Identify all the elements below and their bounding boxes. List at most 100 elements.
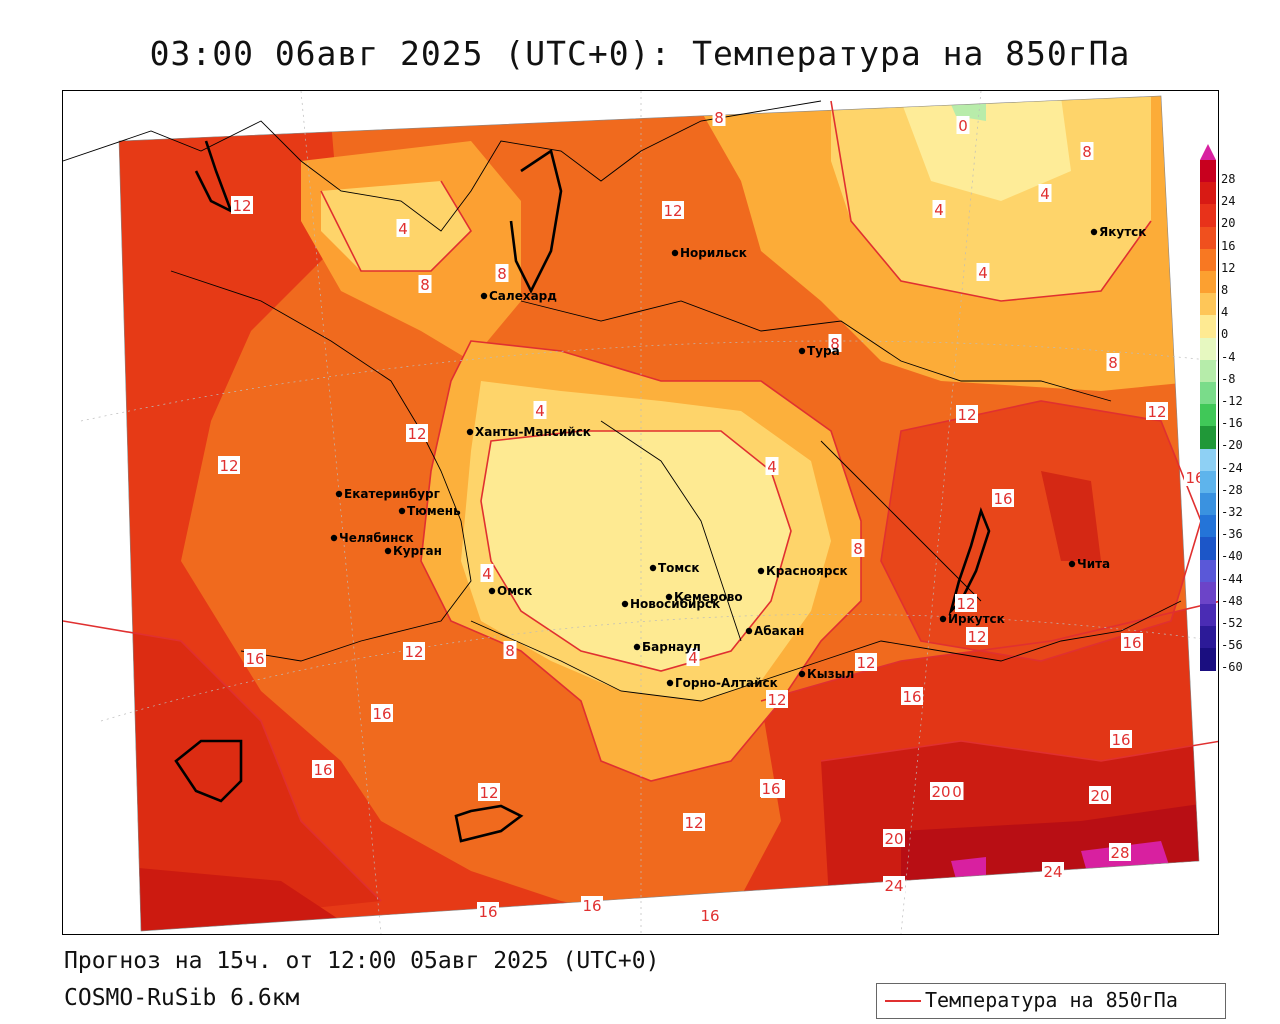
contour-label: 0	[952, 783, 962, 801]
contour-label: 16	[478, 903, 497, 921]
city-label: Салехард	[489, 289, 557, 303]
contour-label: 12	[767, 691, 786, 709]
city-dot	[1068, 560, 1076, 568]
colorbar-swatch	[1200, 382, 1216, 405]
contour-label-bg	[766, 690, 788, 708]
contour-label: 12	[404, 643, 423, 661]
contour-label: 20	[1090, 787, 1109, 805]
contour-label-bg	[976, 263, 990, 281]
contour-label-bg	[855, 653, 877, 671]
contour-label-bg	[760, 779, 782, 797]
colorbar-swatch	[1200, 337, 1216, 361]
city-label: Курган	[393, 544, 442, 558]
contour-label: 0	[958, 117, 968, 135]
city-label: Омск	[497, 584, 532, 598]
contour-label-bg	[686, 648, 700, 666]
contour-label-bg	[231, 196, 253, 214]
contour-label: 16	[993, 490, 1012, 508]
colorbar-tick-label: -36	[1221, 527, 1243, 542]
colorbar-tick-label: -48	[1221, 593, 1243, 608]
colorbar-swatch	[1200, 248, 1216, 272]
city-label: Красноярск	[766, 564, 848, 578]
city-dot	[666, 679, 674, 687]
contour-label-bg	[477, 902, 499, 920]
city-dot	[633, 643, 641, 651]
city-label: Кемерово	[674, 590, 743, 604]
contour-label: 16	[902, 688, 921, 706]
contour-label: 4	[535, 402, 545, 420]
contour-label-bg	[1042, 862, 1064, 880]
contour-label: 8	[420, 276, 430, 294]
contour-label-bg	[1110, 730, 1132, 748]
contour-label-bg	[403, 642, 425, 660]
contour-label: 4	[978, 264, 988, 282]
city-dot	[745, 627, 753, 635]
colorbar-tick-label: -60	[1221, 660, 1243, 675]
city-label: Кызыл	[807, 667, 854, 681]
city-dot	[649, 564, 657, 572]
colorbar-swatch	[1200, 559, 1216, 583]
colorbar-tick-label: 0	[1221, 327, 1229, 342]
colorbar-tick-label: 16	[1221, 238, 1236, 253]
colorbar-tick-label: -20	[1221, 438, 1243, 453]
contour-label-bg	[495, 264, 509, 282]
contour-label-bg	[883, 829, 905, 847]
contour-label-bg	[992, 489, 1014, 507]
city-dot	[335, 490, 343, 498]
city-label: Тюмень	[407, 504, 461, 518]
contour-label-bg	[932, 200, 946, 218]
city-dot	[671, 249, 679, 257]
city-label: Екатеринбург	[344, 487, 440, 501]
contour-label: 8	[714, 109, 724, 127]
colorbar-tick-label: 28	[1221, 172, 1236, 186]
contour-label-bg	[406, 424, 428, 442]
contour-label: 24	[1043, 863, 1062, 881]
contour-label-bg	[478, 783, 500, 801]
city-label: Ханты-Мансийск	[475, 425, 591, 439]
colorbar-swatch	[1200, 404, 1216, 427]
city-dot	[488, 587, 496, 595]
contour-label: 16	[1122, 634, 1141, 652]
contour-label-bg	[581, 896, 603, 914]
colorbar-swatch	[1200, 604, 1216, 627]
model-line: COSMO-RuSib 6.6км	[64, 985, 300, 1011]
contour-label: 8	[853, 540, 863, 558]
contour-label: 12	[957, 406, 976, 424]
contour-label: 4	[767, 458, 777, 476]
contour-label-bg	[371, 704, 393, 722]
legend: Температура на 850гПа	[876, 983, 1226, 1019]
contour-label: 4	[688, 649, 698, 667]
contour-label-bg	[1121, 633, 1143, 651]
contour-label: 4	[1040, 185, 1050, 203]
city-dot	[939, 615, 947, 623]
contour-label: 16	[761, 780, 780, 798]
colorbar-swatch	[1200, 182, 1216, 205]
contour-label-bg	[699, 906, 721, 924]
contour-label-bg	[503, 641, 517, 659]
map-title: 03:00 06авг 2025 (UTC+0): Температура на…	[149, 34, 1131, 73]
map-frame[interactable]: 8 0 8 12 4 4 4 12 8 8 4 8 8 12 4 12 12 16 4 16 12 8 4 16 12 12 12 1…	[62, 90, 1219, 935]
colorbar-tick-label: -56	[1221, 638, 1243, 653]
city-dot	[330, 534, 338, 542]
colorbar-tick-label: -16	[1221, 416, 1243, 431]
colorbar-tick-label: -8	[1221, 371, 1236, 386]
contour-label: 12	[663, 202, 682, 220]
city-label: Новосибирск	[630, 597, 720, 611]
colorbar-swatch	[1200, 226, 1216, 250]
contour-label-bg	[1109, 843, 1131, 861]
colorbar-swatch	[1200, 470, 1216, 494]
colorbar-tick-label: 20	[1221, 216, 1236, 231]
contour-label-bg	[851, 539, 865, 557]
contour-label: 20	[884, 830, 903, 848]
colorbar-swatch	[1200, 293, 1216, 316]
contour-label-bg	[883, 876, 905, 894]
colorbar-tick-label: -12	[1221, 394, 1243, 408]
contour-label: 16	[313, 761, 332, 779]
contour-label-bg	[828, 334, 842, 352]
contour-label-bg	[312, 760, 334, 778]
contour-label-bg	[901, 687, 923, 705]
contour-label: 12	[219, 457, 238, 475]
city-dot	[621, 600, 629, 608]
forecast-line: Прогноз на 15ч. от 12:00 05авг 2025 (UTC…	[64, 948, 660, 974]
colorbar-swatch	[1200, 271, 1216, 294]
